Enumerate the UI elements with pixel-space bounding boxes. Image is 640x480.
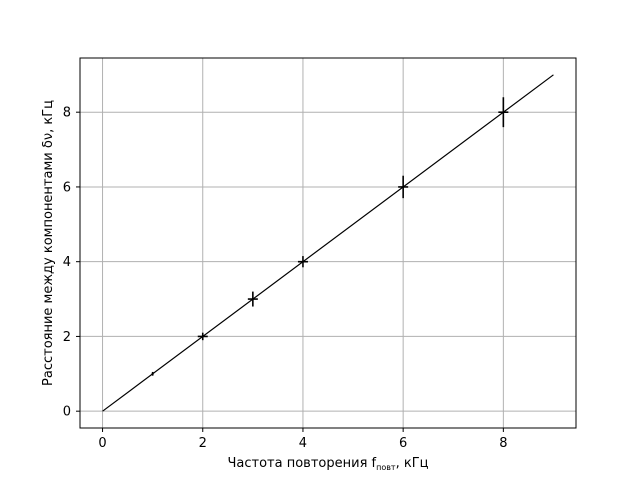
y-axis-ticks: 0 2 4 6 8 — [63, 106, 80, 420]
y-tick-label: 4 — [63, 255, 71, 270]
fit-line — [102, 74, 554, 412]
errorbar-point — [197, 332, 208, 341]
x-tick-label: 2 — [199, 436, 207, 451]
x-tick-label: 8 — [499, 436, 507, 451]
errorbar-point — [498, 97, 509, 128]
x-tick-label: 6 — [399, 436, 407, 451]
errorbar-point — [398, 175, 409, 199]
y-tick-label: 6 — [63, 180, 71, 195]
y-tick-label: 2 — [63, 330, 71, 345]
plot-frame — [79, 57, 577, 429]
errorbar-point — [297, 256, 308, 268]
y-tick-label: 0 — [63, 405, 71, 420]
x-tick-label: 0 — [98, 436, 106, 451]
x-tick-label: 4 — [299, 436, 307, 451]
y-tick-label: 8 — [63, 106, 71, 121]
errorbars — [151, 97, 509, 376]
x-axis-label: Частота повторения fповт, кГц — [228, 456, 429, 472]
y-axis-label: Расстояние между компонентами δν, кГц — [41, 100, 56, 386]
fit-line-layer — [102, 74, 554, 412]
grid — [80, 58, 576, 428]
errorbar-point — [151, 371, 154, 376]
errorbar-point — [247, 291, 258, 307]
x-axis-ticks: 0 2 4 6 8 — [98, 428, 507, 451]
